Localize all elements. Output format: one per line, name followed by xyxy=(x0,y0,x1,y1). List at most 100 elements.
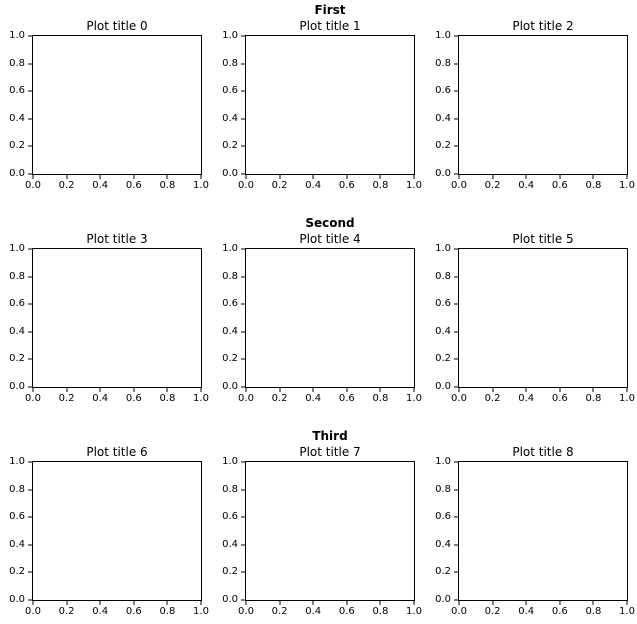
y-tick-label: 1.0 xyxy=(435,243,451,254)
x-tick-mark xyxy=(166,175,168,179)
y-tick-mark xyxy=(454,173,458,175)
x-tick-mark xyxy=(346,601,348,605)
x-tick-label: 0.0 xyxy=(451,180,467,191)
y-tick-mark xyxy=(454,571,458,573)
x-tick-mark xyxy=(559,388,561,392)
x-tick-mark xyxy=(379,175,381,179)
subplot-title: Plot title 3 xyxy=(86,232,148,246)
axis-box: 1.0 0.8 0.6 0.4 0.2 0.0 0.0 0.2 0.4 0.6 0.8 1.0 xyxy=(222,31,422,191)
y-tick-mark xyxy=(454,90,458,92)
x-tick-label: 0.6 xyxy=(551,180,568,191)
y-tick-label: 0.0 xyxy=(9,168,25,179)
x-tick-mark xyxy=(312,175,314,179)
y-tick-label: 0.8 xyxy=(9,483,25,495)
x-tick-label: 1.0 xyxy=(406,606,422,617)
x-tick-mark xyxy=(346,388,348,392)
x-tick-label: 0.4 xyxy=(305,606,322,617)
y-tick-mark xyxy=(241,276,245,278)
y-tick-label: 0.2 xyxy=(9,566,25,578)
x-tick-label: 0.2 xyxy=(271,606,288,617)
y-tick-mark xyxy=(241,248,245,250)
y-tick-label: 0.2 xyxy=(222,353,238,365)
subplot-title: Plot title 1 xyxy=(299,19,361,33)
y-tick-label: 0.8 xyxy=(435,57,451,69)
x-tick-mark xyxy=(99,175,101,179)
x-tick-mark xyxy=(458,601,460,605)
x-tick-mark xyxy=(66,388,68,392)
y-tick-label: 0.8 xyxy=(435,270,451,282)
y-tick-mark xyxy=(241,358,245,360)
x-tick-mark xyxy=(626,388,628,392)
x-tick-label: 0.8 xyxy=(159,606,176,617)
y-tick-label: 0.4 xyxy=(9,538,25,550)
x-tick-mark xyxy=(458,175,460,179)
x-tick-label: 1.0 xyxy=(619,393,635,404)
y-tick-mark xyxy=(241,35,245,37)
x-tick-mark xyxy=(245,388,247,392)
y-tick-label: 0.4 xyxy=(222,112,238,124)
x-tick-label: 0.0 xyxy=(238,180,254,191)
y-tick-label: 1.0 xyxy=(222,456,238,467)
x-tick-mark xyxy=(32,175,34,179)
y-tick-mark xyxy=(241,331,245,333)
x-tick-label: 0.6 xyxy=(338,180,355,191)
subplot-1: First Plot title 1 1.0 0.8 0.6 0.4 0.2 0.0 0.0… xyxy=(215,2,422,191)
y-tick-mark xyxy=(454,599,458,601)
y-tick-mark xyxy=(28,358,32,360)
x-tick-label: 0.2 xyxy=(484,393,501,404)
y-tick-mark xyxy=(28,303,32,305)
row-group-title-first: First xyxy=(314,3,346,17)
y-tick-label: 0.2 xyxy=(435,353,451,365)
y-tick-mark xyxy=(28,248,32,250)
x-tick-mark xyxy=(592,388,594,392)
x-tick-label: 0.4 xyxy=(305,180,322,191)
y-tick-mark xyxy=(241,386,245,388)
x-tick-label: 0.4 xyxy=(92,606,109,617)
axis-box: 1.0 0.8 0.6 0.4 0.2 0.0 0.0 0.2 0.4 0.6 0.8 1.0 xyxy=(435,31,635,191)
y-tick-label: 1.0 xyxy=(9,30,25,41)
y-tick-label: 1.0 xyxy=(9,456,25,467)
y-tick-mark xyxy=(241,145,245,147)
y-tick-label: 1.0 xyxy=(435,30,451,41)
x-tick-mark xyxy=(379,601,381,605)
y-tick-mark xyxy=(454,461,458,463)
y-tick-mark xyxy=(454,118,458,120)
x-tick-mark xyxy=(200,388,202,392)
y-tick-mark xyxy=(454,358,458,360)
axis-box: 1.0 0.8 0.6 0.4 0.2 0.0 0.0 0.2 0.4 0.6 0.8 1.0 xyxy=(222,457,422,617)
y-tick-label: 0.4 xyxy=(9,325,25,337)
y-tick-label: 0.2 xyxy=(222,566,238,578)
x-tick-label: 0.0 xyxy=(238,606,254,617)
x-tick-label: 0.6 xyxy=(551,393,568,404)
y-tick-mark xyxy=(28,118,32,120)
x-tick-mark xyxy=(592,175,594,179)
y-tick-mark xyxy=(241,489,245,491)
x-tick-label: 0.2 xyxy=(58,606,75,617)
x-tick-mark xyxy=(492,175,494,179)
y-tick-label: 0.4 xyxy=(222,538,238,550)
y-tick-label: 0.8 xyxy=(222,57,238,69)
y-tick-label: 0.6 xyxy=(222,298,238,310)
row-group-title-third: Third xyxy=(312,429,348,443)
y-tick-mark xyxy=(28,90,32,92)
y-tick-mark xyxy=(28,276,32,278)
y-tick-mark xyxy=(454,63,458,65)
y-tick-mark xyxy=(28,145,32,147)
row-title-spacer xyxy=(458,215,628,231)
y-tick-label: 0.0 xyxy=(9,594,25,605)
subplot-title: Plot title 6 xyxy=(86,445,148,459)
x-tick-mark xyxy=(32,388,34,392)
y-tick-label: 0.6 xyxy=(9,511,25,523)
x-tick-label: 0.6 xyxy=(338,393,355,404)
x-tick-label: 0.8 xyxy=(372,180,389,191)
y-tick-label: 0.6 xyxy=(435,511,451,523)
x-tick-mark xyxy=(592,601,594,605)
y-tick-label: 0.2 xyxy=(222,140,238,152)
x-tick-label: 0.8 xyxy=(585,180,602,191)
x-tick-label: 0.0 xyxy=(451,606,467,617)
y-tick-label: 1.0 xyxy=(9,243,25,254)
y-tick-label: 1.0 xyxy=(435,456,451,467)
x-tick-mark xyxy=(279,175,281,179)
subplot-6: Plot title 6 1.0 0.8 0.6 0.4 0.2 0.0 0.0 0.2 0.4… xyxy=(2,428,209,617)
y-tick-mark xyxy=(454,544,458,546)
